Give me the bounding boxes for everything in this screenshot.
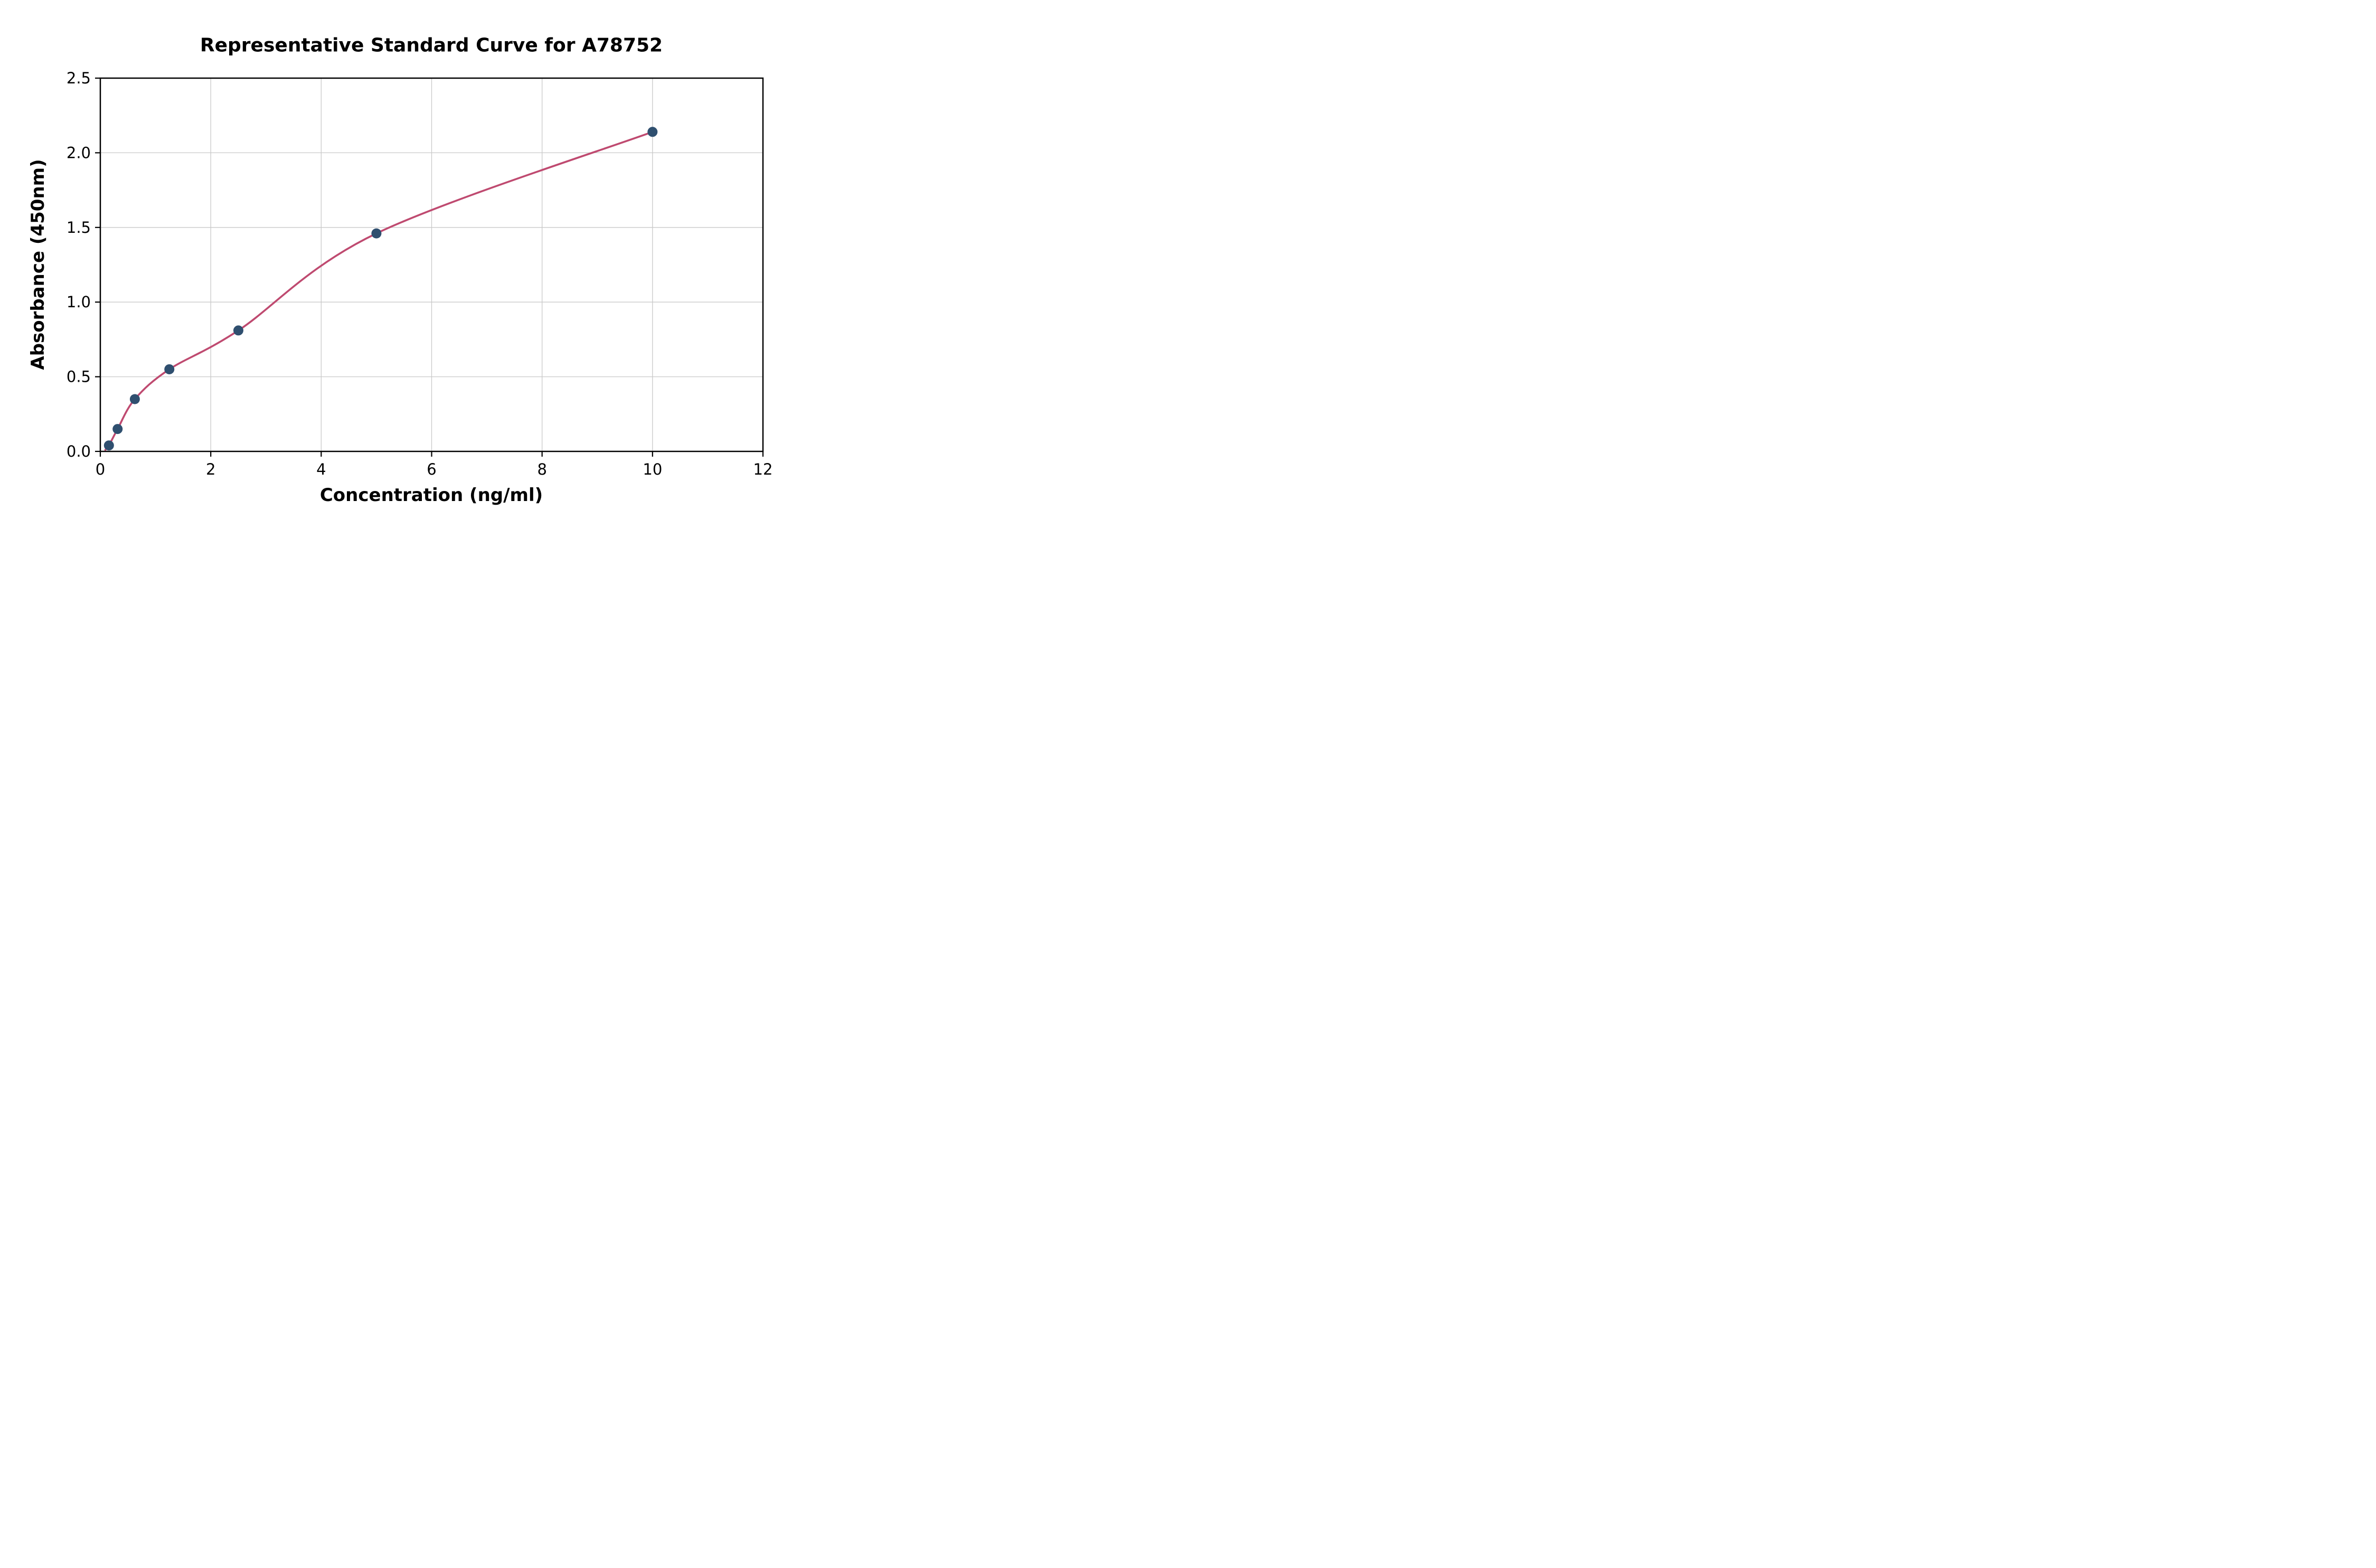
data-point (647, 127, 658, 137)
data-point (164, 364, 175, 374)
x-tick-label: 12 (753, 460, 773, 478)
x-tick-label: 6 (427, 460, 436, 478)
plot-border (99, 77, 764, 452)
x-tick-label: 2 (206, 460, 215, 478)
x-axis-label: Concentration (ng/ml) (319, 485, 543, 506)
x-tick-label: 4 (316, 460, 326, 478)
data-point (103, 440, 114, 451)
y-tick-label: 1.5 (67, 219, 91, 237)
data-point (129, 394, 140, 404)
data-point (112, 424, 123, 434)
y-tick-label: 0.0 (67, 442, 91, 460)
chart-title: Representative Standard Curve for A78752 (200, 34, 663, 56)
fit-curve (104, 131, 654, 451)
plot-area: 0 2 4 6 8 10 12 0.0 0.5 1.0 1.5 2.0 2.5 (67, 69, 773, 478)
data-point (233, 325, 243, 336)
chart: Representative Standard Curve for A78752… (0, 0, 792, 523)
y-tick-label: 1.0 (67, 293, 91, 311)
x-tick-label: 10 (643, 460, 662, 478)
x-tick-label: 8 (537, 460, 546, 478)
y-tick-label: 2.0 (67, 144, 91, 162)
y-tick-label: 0.5 (67, 368, 91, 386)
y-tick-label: 2.5 (67, 69, 91, 87)
data-point (371, 228, 382, 239)
x-tick-label: 0 (96, 460, 105, 478)
